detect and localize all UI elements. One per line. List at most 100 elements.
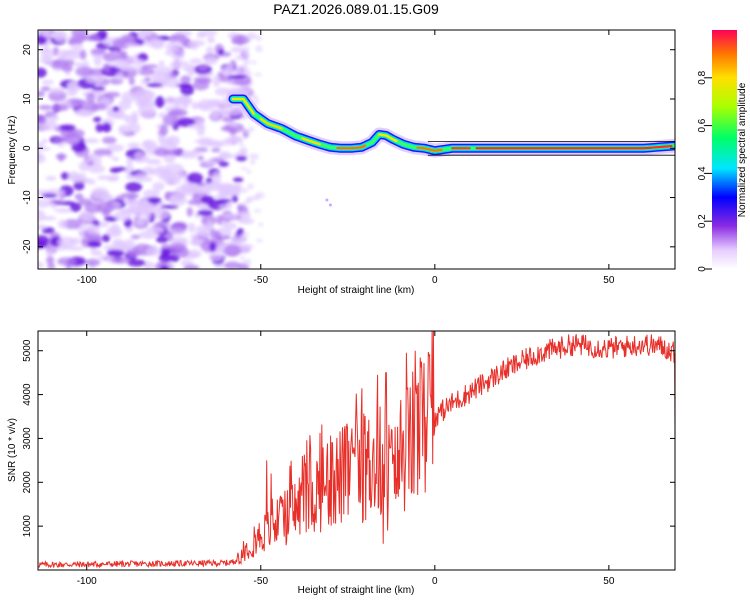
noise-blob — [186, 172, 204, 184]
noise-blob — [186, 207, 194, 217]
noise-blob — [225, 107, 244, 116]
x-tick-label: 0 — [432, 275, 438, 286]
noise-blob — [240, 166, 247, 171]
noise-blob — [231, 69, 242, 75]
colorbar: 0 0.2 0.4 0.6 0.8 Normalized spectral amplit… — [697, 30, 748, 272]
noise-blob — [197, 79, 213, 84]
noise-blob — [106, 249, 125, 257]
noise-blob — [158, 253, 173, 263]
noise-blob — [239, 188, 249, 193]
noise-blob — [142, 140, 152, 147]
noise-blob — [187, 66, 196, 77]
snr-x-ticks: -100 -50 0 50 — [77, 331, 615, 587]
noise-blob — [47, 263, 56, 269]
colorbar-gradient — [712, 30, 737, 269]
noise-blob — [215, 140, 233, 146]
noise-blob — [41, 193, 58, 198]
x-tick-label: 50 — [603, 275, 615, 286]
tone-hot-segment — [231, 97, 255, 115]
noise-blob — [170, 33, 186, 40]
noise-blob — [246, 168, 251, 175]
noise-blob — [231, 194, 238, 203]
noise-blob — [222, 184, 236, 193]
noise-blob — [112, 106, 120, 112]
noise-blob — [191, 101, 199, 110]
noise-blob — [255, 35, 262, 42]
noise-blob — [253, 209, 262, 213]
noise-blob — [180, 182, 196, 191]
colorbar-tick-label: 0.8 — [697, 70, 708, 84]
noise-blob — [53, 137, 67, 143]
noise-blob — [146, 82, 163, 88]
noise-blob — [38, 261, 44, 269]
noise-blob — [211, 147, 221, 153]
noise-blob — [134, 88, 154, 101]
noise-blob — [200, 195, 215, 205]
tone-hot-segment — [259, 117, 283, 130]
noise-blob — [154, 96, 165, 108]
noise-blob — [151, 71, 171, 84]
noise-blob — [38, 142, 45, 147]
noise-blob — [142, 202, 155, 215]
noise-blob — [168, 194, 187, 206]
noise-blob — [217, 198, 232, 203]
noise-blob — [49, 87, 66, 94]
noise-blob — [103, 244, 118, 251]
noise-blob — [222, 213, 240, 219]
y-tick-label: 1000 — [22, 515, 33, 538]
noise-blob — [232, 177, 244, 183]
noise-blob — [104, 91, 121, 98]
noise-blob — [102, 136, 117, 144]
noise-blob — [46, 256, 55, 265]
noise-blob — [123, 238, 135, 251]
noise-blob — [152, 182, 165, 191]
noise-blob — [230, 46, 246, 53]
noise-blob — [102, 52, 119, 62]
noise-blob — [217, 153, 237, 159]
noise-blob — [53, 30, 68, 43]
tone-hot-segment — [301, 137, 322, 146]
snr-panel: -100 -50 0 50 1000 2000 3000 4000 5000 Height o… — [7, 330, 676, 596]
noise-blob — [189, 234, 200, 239]
noise-blob — [60, 172, 70, 180]
noise-blob — [158, 60, 165, 67]
noise-blob — [146, 226, 164, 233]
noise-blob — [249, 159, 256, 165]
noise-blob — [210, 108, 220, 120]
noise-blob — [155, 236, 169, 243]
noise-blob — [87, 240, 102, 248]
noise-blob — [41, 215, 57, 221]
colorbar-tick-label: 0 — [697, 266, 708, 272]
noise-blob — [91, 187, 109, 199]
noise-blob — [169, 60, 183, 70]
noise-blob — [41, 227, 55, 234]
noise-blob — [63, 59, 75, 67]
noise-blob — [206, 185, 224, 191]
noise-blob — [107, 174, 120, 182]
noise-blob — [87, 165, 106, 174]
noise-blob — [73, 109, 94, 117]
noise-blob — [93, 148, 112, 156]
noise-blob — [57, 236, 76, 249]
tone-hot-segment — [336, 144, 367, 150]
noise-blob — [180, 75, 192, 84]
noise-blob — [183, 264, 200, 269]
noise-blob — [249, 153, 259, 160]
noise-blob — [223, 222, 237, 230]
noise-blob — [249, 126, 254, 130]
noise-blob — [182, 104, 189, 110]
noise-blob — [212, 171, 222, 184]
noise-blob — [246, 32, 257, 39]
noise-blob — [86, 92, 96, 104]
spectrogram-x-label: Height of straight line (km) — [298, 285, 415, 296]
noise-blob — [235, 155, 247, 162]
noise-blob — [250, 196, 258, 200]
noise-blob — [197, 155, 204, 161]
noise-blob — [38, 67, 47, 78]
noise-blob — [41, 138, 48, 144]
spectrogram-tone-track — [225, 91, 675, 207]
snr-y-ticks: 1000 2000 3000 4000 5000 — [22, 339, 675, 537]
noise-blob — [74, 193, 84, 201]
x-tick-label: -50 — [254, 576, 269, 587]
